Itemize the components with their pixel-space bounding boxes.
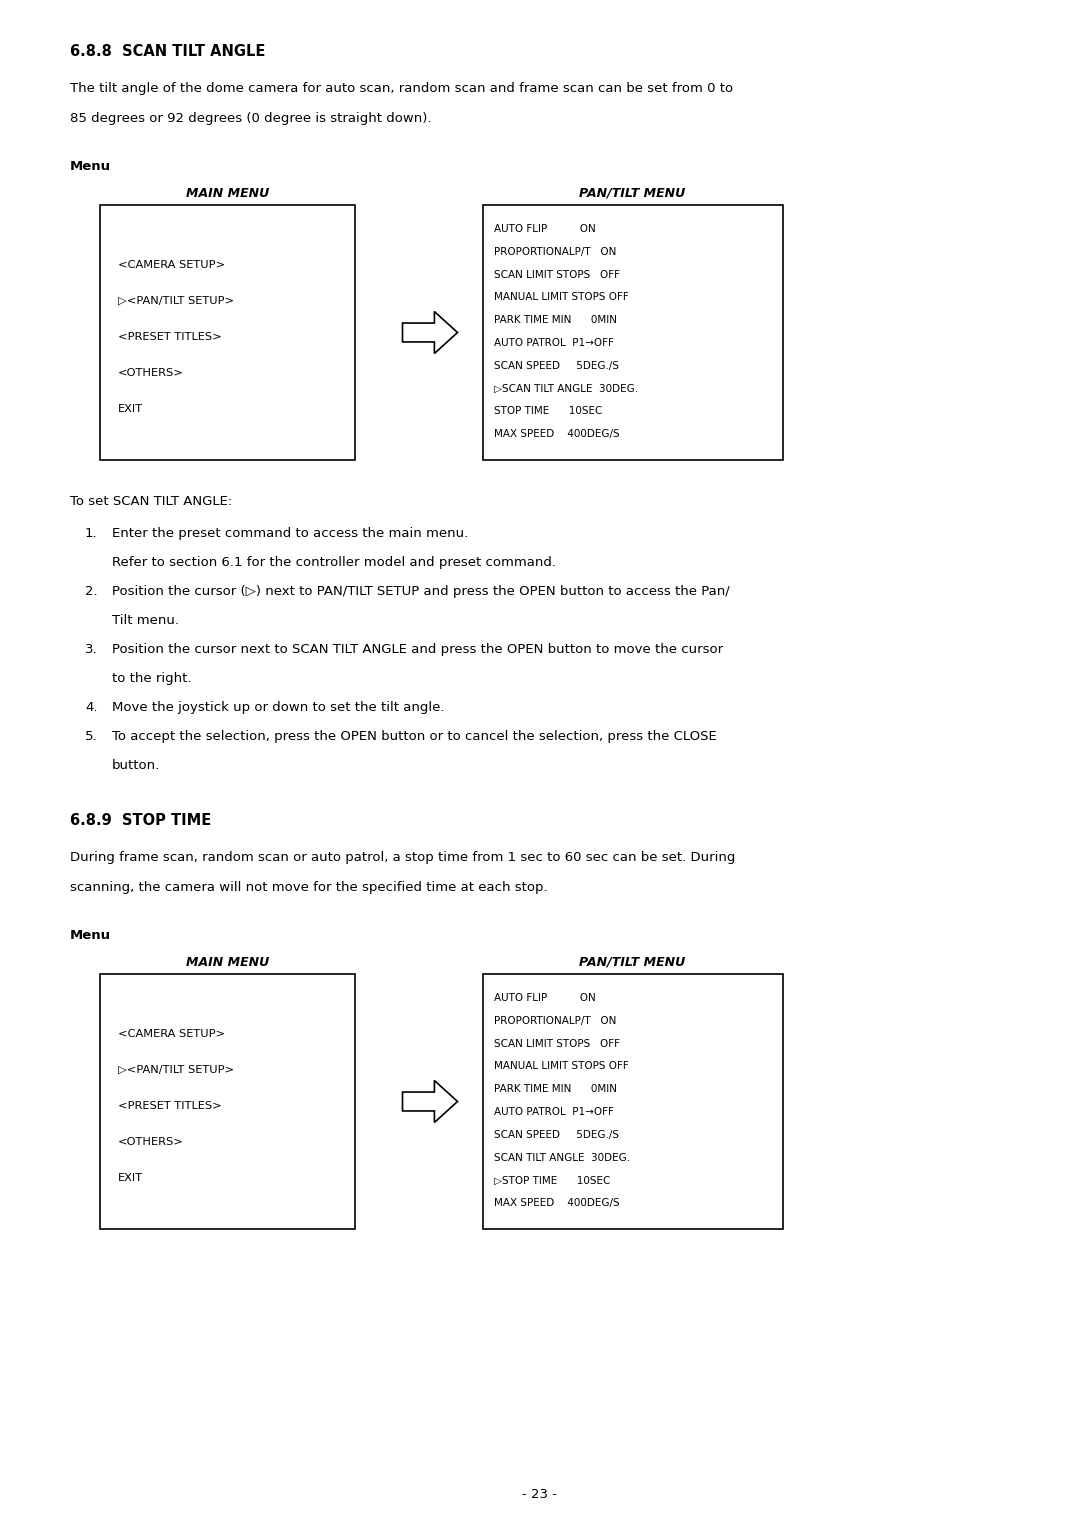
Text: PARK TIME MIN      0MIN: PARK TIME MIN 0MIN <box>495 1084 618 1095</box>
Text: During frame scan, random scan or auto patrol, a stop time from 1 sec to 60 sec : During frame scan, random scan or auto p… <box>70 852 735 864</box>
Polygon shape <box>403 1081 458 1122</box>
Text: - 23 -: - 23 - <box>523 1488 557 1500</box>
Text: SCAN LIMIT STOPS   OFF: SCAN LIMIT STOPS OFF <box>495 269 621 280</box>
Text: <OTHERS>: <OTHERS> <box>118 368 184 378</box>
Text: <CAMERA SETUP>: <CAMERA SETUP> <box>118 260 225 271</box>
Text: MAIN MENU: MAIN MENU <box>186 956 269 969</box>
Text: MAX SPEED    400DEG/S: MAX SPEED 400DEG/S <box>495 430 620 439</box>
Text: The tilt angle of the dome camera for auto scan, random scan and frame scan can : The tilt angle of the dome camera for au… <box>70 83 733 95</box>
Text: MAX SPEED    400DEG/S: MAX SPEED 400DEG/S <box>495 1199 620 1208</box>
Bar <box>483 205 783 460</box>
Polygon shape <box>403 312 458 353</box>
Bar <box>483 974 783 1229</box>
Text: <CAMERA SETUP>: <CAMERA SETUP> <box>118 1029 225 1040</box>
Text: Menu: Menu <box>70 161 111 173</box>
Text: AUTO FLIP          ON: AUTO FLIP ON <box>495 225 596 234</box>
Text: <PRESET TITLES>: <PRESET TITLES> <box>118 1101 221 1112</box>
Text: To set SCAN TILT ANGLE:: To set SCAN TILT ANGLE: <box>70 495 232 508</box>
Text: ▷<PAN/TILT SETUP>: ▷<PAN/TILT SETUP> <box>118 297 234 306</box>
Text: MANUAL LIMIT STOPS OFF: MANUAL LIMIT STOPS OFF <box>495 1061 630 1072</box>
Text: ▷<PAN/TILT SETUP>: ▷<PAN/TILT SETUP> <box>118 1066 234 1075</box>
Text: button.: button. <box>112 758 160 772</box>
Text: AUTO PATROL  P1→OFF: AUTO PATROL P1→OFF <box>495 1107 615 1118</box>
Text: Tilt menu.: Tilt menu. <box>112 615 179 627</box>
Text: Menu: Menu <box>70 930 111 942</box>
Text: STOP TIME      10SEC: STOP TIME 10SEC <box>495 407 603 416</box>
Text: Move the joystick up or down to set the tilt angle.: Move the joystick up or down to set the … <box>112 700 445 714</box>
Text: AUTO FLIP          ON: AUTO FLIP ON <box>495 992 596 1003</box>
Text: SCAN SPEED     5DEG./S: SCAN SPEED 5DEG./S <box>495 361 620 372</box>
Text: Enter the preset command to access the main menu.: Enter the preset command to access the m… <box>112 528 469 540</box>
Text: MANUAL LIMIT STOPS OFF: MANUAL LIMIT STOPS OFF <box>495 292 630 303</box>
Text: scanning, the camera will not move for the specified time at each stop.: scanning, the camera will not move for t… <box>70 881 548 894</box>
Text: Position the cursor next to SCAN TILT ANGLE and press the OPEN button to move th: Position the cursor next to SCAN TILT AN… <box>112 644 724 656</box>
Text: PAN/TILT MENU: PAN/TILT MENU <box>579 187 686 200</box>
Text: To accept the selection, press the OPEN button or to cancel the selection, press: To accept the selection, press the OPEN … <box>112 729 717 743</box>
Text: <OTHERS>: <OTHERS> <box>118 1138 184 1147</box>
Text: 6.8.9  STOP TIME: 6.8.9 STOP TIME <box>70 813 212 829</box>
Text: PAN/TILT MENU: PAN/TILT MENU <box>579 956 686 969</box>
Text: 2.: 2. <box>85 586 97 598</box>
Text: <PRESET TITLES>: <PRESET TITLES> <box>118 332 221 342</box>
Text: PROPORTIONALP/T   ON: PROPORTIONALP/T ON <box>495 1015 617 1026</box>
Text: to the right.: to the right. <box>112 673 191 685</box>
Text: 1.: 1. <box>85 528 97 540</box>
Text: MAIN MENU: MAIN MENU <box>186 187 269 200</box>
Text: EXIT: EXIT <box>118 1173 144 1183</box>
Text: Refer to section 6.1 for the controller model and preset command.: Refer to section 6.1 for the controller … <box>112 557 556 569</box>
Text: SCAN LIMIT STOPS   OFF: SCAN LIMIT STOPS OFF <box>495 1038 621 1049</box>
Text: PROPORTIONALP/T   ON: PROPORTIONALP/T ON <box>495 246 617 257</box>
Text: 4.: 4. <box>85 700 97 714</box>
Text: ▷SCAN TILT ANGLE  30DEG.: ▷SCAN TILT ANGLE 30DEG. <box>495 384 638 393</box>
Text: SCAN SPEED     5DEG./S: SCAN SPEED 5DEG./S <box>495 1130 620 1139</box>
Text: ▷STOP TIME      10SEC: ▷STOP TIME 10SEC <box>495 1176 611 1185</box>
Text: PARK TIME MIN      0MIN: PARK TIME MIN 0MIN <box>495 315 618 326</box>
Text: Position the cursor (▷) next to PAN/TILT SETUP and press the OPEN button to acce: Position the cursor (▷) next to PAN/TILT… <box>112 586 730 598</box>
Text: 6.8.8  SCAN TILT ANGLE: 6.8.8 SCAN TILT ANGLE <box>70 44 266 60</box>
Text: 3.: 3. <box>85 644 97 656</box>
Text: 85 degrees or 92 degrees (0 degree is straight down).: 85 degrees or 92 degrees (0 degree is st… <box>70 112 432 125</box>
Text: SCAN TILT ANGLE  30DEG.: SCAN TILT ANGLE 30DEG. <box>495 1153 631 1162</box>
Bar <box>100 205 355 460</box>
Text: AUTO PATROL  P1→OFF: AUTO PATROL P1→OFF <box>495 338 615 349</box>
Text: 5.: 5. <box>85 729 97 743</box>
Text: EXIT: EXIT <box>118 404 144 414</box>
Bar <box>100 974 355 1229</box>
